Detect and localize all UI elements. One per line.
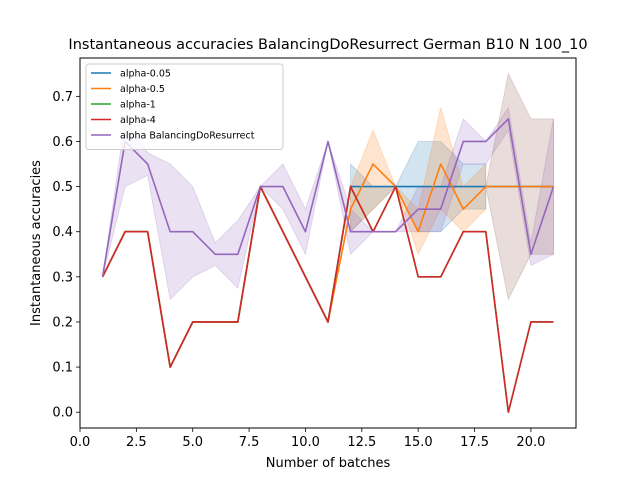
band-alpha-0-5 xyxy=(350,107,487,256)
x-axis-label: Number of batches xyxy=(266,456,391,471)
x-tick-label: 2.5 xyxy=(126,435,147,450)
x-tick-label: 12.5 xyxy=(347,435,376,450)
x-tick-label: 10.0 xyxy=(291,435,320,450)
legend: alpha-0.05 alpha-0.5 alpha-1 alpha-4 alpha B… xyxy=(85,63,284,150)
line-alpha-balancingdoresurrect xyxy=(101,118,555,277)
legend-label-alpha-balancingdoresurrect: alpha BalancingDoResurrect xyxy=(120,131,255,142)
x-tick-label: 15.0 xyxy=(404,435,433,450)
y-tick-label: 0.0 xyxy=(52,406,73,421)
y-tick-label: 0.2 xyxy=(52,315,73,330)
x-tick-label: 17.5 xyxy=(460,435,489,450)
legend-label-alpha-0-05: alpha-0.05 xyxy=(120,69,171,80)
x-tick-label: 7.5 xyxy=(239,435,260,450)
line-alpha-4 xyxy=(101,185,554,414)
x-axis-ticks: 0.0 2.5 5.0 7.5 10.0 12.5 15.0 17.5 20.0 xyxy=(70,428,545,450)
y-axis-ticks: 0.0 0.1 0.2 0.3 0.4 0.5 0.6 0.7 xyxy=(52,90,80,421)
x-tick-label: 20.0 xyxy=(516,435,545,450)
legend-label-alpha-0-5: alpha-0.5 xyxy=(120,84,165,95)
x-tick-label: 0.0 xyxy=(70,435,91,450)
legend-box xyxy=(85,63,284,150)
y-tick-label: 0.6 xyxy=(52,135,73,150)
plot-frame xyxy=(79,57,577,429)
y-axis-label: Instantaneous accuracies xyxy=(29,160,44,326)
legend-label-alpha-4: alpha-4 xyxy=(120,115,156,126)
y-tick-label: 0.4 xyxy=(52,225,73,240)
y-tick-label: 0.5 xyxy=(52,180,73,195)
y-tick-label: 0.7 xyxy=(52,90,73,105)
legend-label-alpha-1: alpha-1 xyxy=(120,100,156,111)
y-tick-label: 0.1 xyxy=(52,361,73,376)
chart-title: Instantaneous accuracies BalancingDoResu… xyxy=(68,37,587,53)
x-tick-label: 5.0 xyxy=(182,435,203,450)
series-lines xyxy=(101,118,555,414)
y-tick-label: 0.3 xyxy=(52,270,73,285)
